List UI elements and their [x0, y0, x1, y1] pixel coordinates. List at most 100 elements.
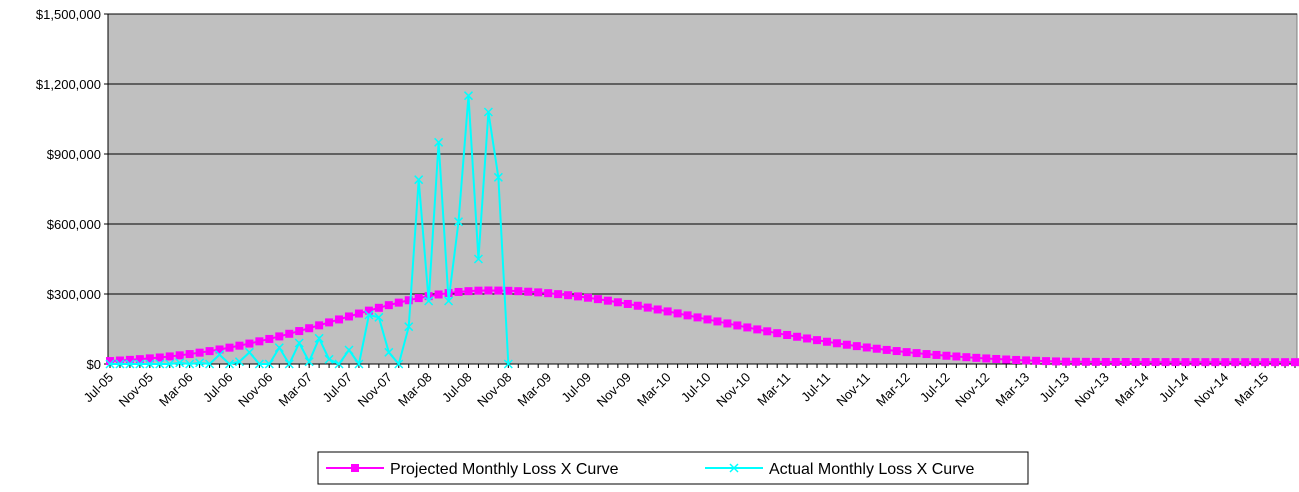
point-marker	[673, 309, 682, 318]
point-marker	[643, 303, 652, 312]
point-marker	[285, 329, 294, 338]
point-marker	[294, 338, 304, 348]
point-marker	[554, 290, 563, 299]
x-tick-label: Nov-14	[1191, 370, 1231, 410]
point-marker	[633, 301, 642, 310]
point-marker	[902, 348, 911, 357]
point-marker	[1101, 357, 1110, 366]
point-marker	[354, 309, 363, 318]
point-marker	[244, 347, 254, 357]
point-marker	[1281, 358, 1290, 367]
point-marker	[234, 357, 244, 367]
point-marker	[982, 354, 991, 363]
point-marker	[185, 359, 195, 369]
point-marker	[504, 286, 513, 295]
point-marker	[265, 334, 274, 343]
point-marker	[813, 336, 822, 345]
x-tick-label: Jul-05	[80, 370, 116, 406]
x-tick-label: Mar-15	[1232, 370, 1272, 410]
x-tick-label: Mar-12	[873, 370, 913, 410]
point-marker	[364, 306, 373, 315]
point-marker	[414, 294, 423, 303]
point-marker	[453, 217, 464, 227]
point-marker	[444, 296, 454, 306]
x-tick-label: Mar-14	[1112, 370, 1152, 410]
legend-marker	[351, 464, 359, 472]
point-marker	[374, 312, 384, 322]
point-marker	[344, 345, 354, 355]
x-tick-label: Jul-14	[1156, 370, 1192, 406]
point-marker	[912, 349, 921, 358]
point-marker	[145, 359, 155, 369]
point-marker	[195, 348, 204, 357]
point-marker	[1201, 358, 1210, 367]
point-marker	[1291, 358, 1299, 367]
point-marker	[334, 359, 344, 369]
point-marker	[1032, 356, 1041, 365]
point-marker	[1071, 357, 1080, 366]
x-tick-label: Mar-08	[395, 370, 435, 410]
x-tick-label: Jul-12	[917, 370, 953, 406]
point-marker	[105, 359, 115, 369]
point-marker	[1042, 357, 1051, 366]
point-marker	[544, 289, 553, 298]
legend-box	[317, 451, 1029, 485]
point-marker	[603, 296, 612, 305]
point-marker	[1081, 357, 1090, 366]
point-marker	[135, 355, 144, 364]
point-marker	[434, 137, 444, 147]
point-marker	[284, 359, 294, 369]
point-marker	[175, 351, 184, 360]
point-marker	[493, 172, 503, 182]
point-marker	[803, 334, 812, 343]
x-tick-label: Nov-13	[1072, 370, 1112, 410]
point-marker	[793, 332, 802, 341]
point-marker	[593, 295, 602, 304]
point-marker	[882, 345, 891, 354]
point-marker	[773, 329, 782, 338]
point-marker	[713, 317, 722, 326]
point-marker	[613, 298, 622, 307]
point-marker	[325, 318, 334, 327]
x-tick-label: Jul-11	[798, 370, 833, 405]
y-tick-label: $1,500,000	[36, 7, 101, 22]
point-marker	[494, 286, 503, 295]
point-marker	[1141, 358, 1150, 367]
point-marker	[424, 296, 434, 306]
point-marker	[434, 290, 443, 299]
point-marker	[822, 337, 831, 346]
point-marker	[155, 353, 164, 362]
point-marker	[304, 357, 314, 367]
point-marker	[1261, 358, 1270, 367]
legend: Projected Monthly Loss X Curve Actual Mon…	[317, 451, 1029, 485]
point-marker	[842, 340, 851, 349]
point-marker	[324, 354, 334, 364]
point-marker	[1121, 357, 1130, 366]
point-marker	[922, 350, 931, 359]
point-marker	[165, 352, 174, 361]
y-tick-label: $0	[87, 357, 101, 372]
point-marker	[135, 359, 145, 369]
point-marker	[862, 343, 871, 352]
x-tick-label: Nov-08	[474, 370, 514, 410]
point-marker	[1022, 356, 1031, 365]
x-tick-label: Jul-07	[319, 370, 355, 406]
point-marker	[763, 327, 772, 336]
x-tick-label: Nov-10	[713, 370, 753, 410]
point-marker	[374, 303, 383, 312]
point-marker	[693, 313, 702, 322]
point-marker	[1061, 357, 1070, 366]
point-marker	[165, 359, 175, 369]
point-marker	[1091, 357, 1100, 366]
point-marker	[1111, 357, 1120, 366]
x-tick-label: Mar-06	[156, 370, 196, 410]
point-marker	[314, 333, 324, 343]
point-marker	[224, 359, 235, 369]
point-marker	[305, 324, 314, 333]
point-marker	[583, 293, 592, 302]
x-tick-label: Jul-13	[1036, 370, 1072, 406]
point-marker	[145, 354, 154, 363]
x-tick-label: Mar-09	[515, 370, 555, 410]
point-marker	[274, 343, 284, 353]
